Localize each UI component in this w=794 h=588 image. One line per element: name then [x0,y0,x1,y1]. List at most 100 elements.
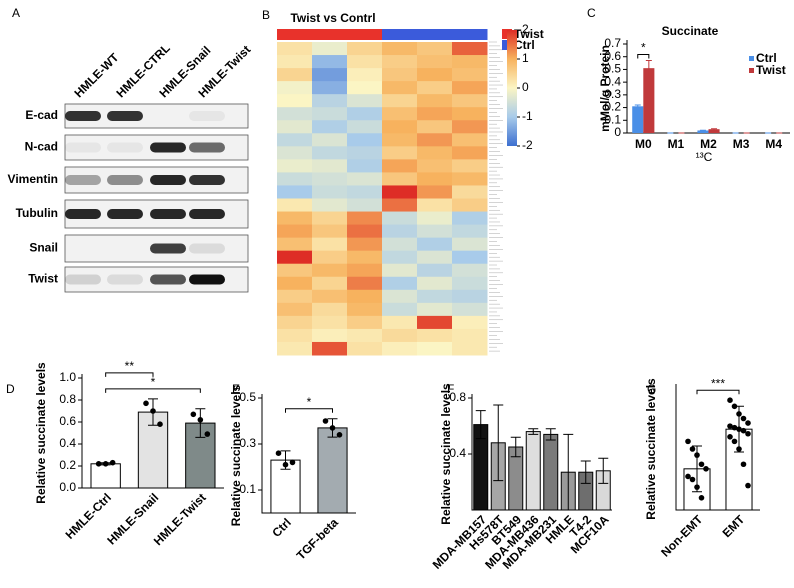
legend-label: Ctrl [514,38,535,52]
x-tick-label: EMT [720,512,748,540]
heatmap-cell [277,276,313,291]
data-point [745,482,751,489]
bar [525,431,541,511]
error-bar [580,460,591,484]
heatmap-cell [312,107,348,121]
heatmap-cell [277,81,313,95]
heatmap-cell [417,159,453,173]
heatmap-cell [347,146,383,160]
blot-band [65,175,101,185]
heatmap-cell [452,198,488,213]
data-point [727,434,733,440]
protein-label: Twist [28,272,58,286]
heatmap-cell [452,211,488,226]
heatmap-cell [382,55,418,69]
data-point [685,438,691,445]
y-tick-label: 0.2 [59,458,76,472]
heatmap-cell [347,159,383,173]
error-bar [528,428,539,435]
significance-label: *** [711,376,725,390]
blot-band [107,209,143,219]
y-tick-label: 0.3 [239,436,256,450]
heatmap-cell [452,81,488,95]
heatmap-cell [347,55,383,69]
heatmap-cell [312,289,348,304]
heatmap-cell [417,211,453,226]
heatmap-cell [452,107,488,121]
y-tick-label: 0.4 [604,74,621,88]
y-tick-label: 0.6 [604,49,621,63]
data-point [745,430,751,437]
y-axis-label: Relative succinate levels [229,384,243,526]
data-point [727,423,733,429]
heatmap-cell [452,263,488,278]
error-bar [699,129,706,131]
heatmap-cell [347,289,383,304]
y-tick-label: 0 [614,125,621,139]
data-point [694,484,700,490]
blot-band [189,209,225,219]
data-point [329,425,336,431]
heatmap-cell [277,42,313,56]
data-point [745,420,751,426]
heatmap-cell [347,68,383,82]
chart-title: Twist vs Contrl [290,11,375,25]
heatmap-cell [382,237,418,252]
error-bar [645,60,652,76]
heatmap-cell [452,55,488,69]
panel-label: G [647,382,656,396]
heatmap-cell [417,315,453,330]
heatmap-cell [347,250,383,265]
group-bar [382,29,418,40]
y-tick-label: 0.4 [59,436,76,450]
error-bar [493,404,504,482]
heatmap-cell [452,289,488,304]
error-bar [563,433,574,511]
x-tick-label: M4 [765,137,782,151]
heatmap-cell [417,146,453,160]
heatmap-cell [347,224,383,239]
data-point [685,473,691,480]
data-point [689,476,696,483]
heatmap-cell [382,289,418,304]
blot-band [189,142,225,153]
y-axis-label: Relative succinate levels [439,383,453,525]
heatmap-cell [417,276,453,291]
heatmap-cell [382,94,418,108]
data-point [740,415,747,422]
y-tick-label: 0.8 [59,392,76,406]
data-point [736,446,742,452]
blot-band [189,175,225,185]
bar [708,129,720,133]
heatmap-cell [277,94,313,108]
heatmap-cell [347,211,383,226]
heatmap-cell [312,276,348,291]
heatmap-cell [417,81,453,95]
heatmap-cell [312,68,348,82]
error-bar [475,410,486,440]
heatmap-cell [312,341,348,356]
heatmap-cell [417,68,453,82]
heatmap-cell [382,107,418,121]
heatmap-cell [452,120,488,134]
heatmap-cell [417,302,453,317]
significance-bracket [696,389,740,395]
heatmap-cell [277,146,313,160]
heatmap-cell [452,315,488,330]
heatmap-cell [312,94,348,108]
data-point [289,459,296,466]
y-tick-label: 0.6 [59,414,76,428]
x-tick-label: HMLE-Ctrl [63,490,114,541]
x-tick-label: M1 [668,137,685,151]
heatmap-cell [347,120,383,134]
blot-band [150,274,186,285]
y-tick-label: 0.8 [449,390,466,404]
heatmap-cell [452,276,488,291]
heatmap-cell [312,172,348,186]
data-point [143,400,149,407]
heatmap-cell [382,263,418,278]
heatmap-cell [417,133,453,147]
colorbar [507,30,517,146]
heatmap-cell [347,315,383,330]
error-bar [634,104,641,108]
